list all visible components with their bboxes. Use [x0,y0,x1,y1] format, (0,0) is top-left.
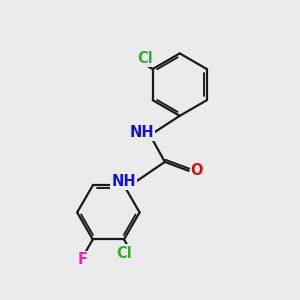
Text: NH: NH [112,174,136,189]
Text: NH: NH [129,125,154,140]
Text: O: O [191,163,203,178]
Text: F: F [78,252,88,267]
Text: Cl: Cl [117,246,133,261]
Text: Cl: Cl [137,51,153,66]
